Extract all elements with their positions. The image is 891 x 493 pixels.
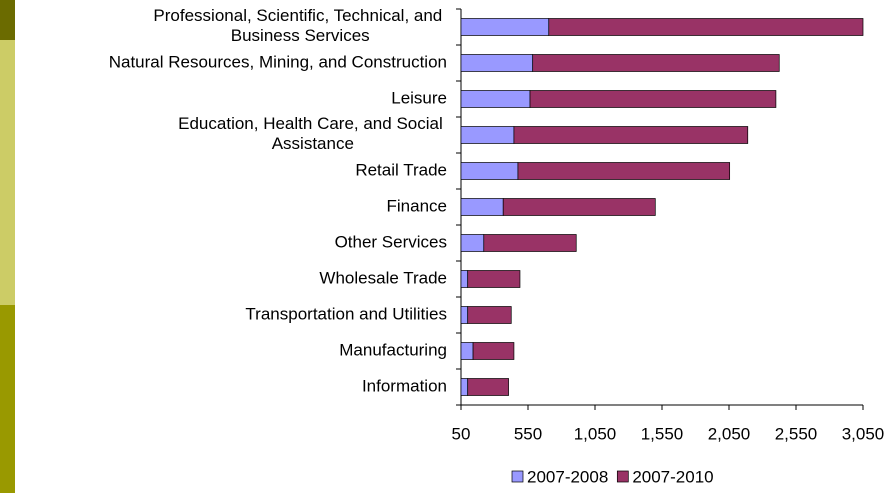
- bar-segment: [460, 162, 519, 180]
- y-tick-label: Natural Resources, Mining, and Construct…: [109, 52, 447, 71]
- bar-segment: [460, 342, 474, 360]
- legend-label: 2007-2008: [527, 467, 608, 486]
- bar-segment: [548, 18, 864, 36]
- bar-segment: [460, 90, 531, 108]
- x-tick-label: 550: [514, 424, 542, 443]
- x-tick-label: 1,550: [641, 424, 684, 443]
- y-tick-label: Transportation and Utilities: [245, 304, 447, 323]
- bar-segment: [460, 270, 469, 288]
- bar-segment: [467, 306, 512, 324]
- bar-segment: [532, 54, 780, 72]
- bar-segment: [460, 18, 550, 36]
- y-tick-label: Professional, Scientific, Technical, and…: [153, 6, 447, 45]
- bar-segment: [460, 198, 504, 216]
- bar-segment: [467, 378, 509, 396]
- bar-segment: [460, 126, 515, 144]
- bar-segment: [472, 342, 515, 360]
- x-tick-label: 2,050: [708, 424, 751, 443]
- x-tick-label: 50: [452, 424, 471, 443]
- label-line: Professional, Scientific, Technical, and: [153, 6, 447, 25]
- legend-label: 2007-2010: [632, 467, 713, 486]
- bar-segment: [460, 234, 485, 252]
- x-tick-label: 1,050: [574, 424, 617, 443]
- y-tick-label: Information: [362, 376, 447, 395]
- y-tick-label: Education, Health Care, and Social Assis…: [178, 114, 447, 153]
- bar-segment: [467, 270, 521, 288]
- label-line: Education, Health Care, and Social: [178, 114, 447, 133]
- y-tick-label: Other Services: [335, 232, 447, 251]
- legend-swatch: [616, 470, 629, 483]
- bar-segment: [529, 90, 777, 108]
- x-tick-label: 2,550: [775, 424, 818, 443]
- decor-bar: [0, 305, 15, 493]
- y-tick-label: Manufacturing: [339, 340, 447, 359]
- decor-bar: [0, 0, 15, 40]
- y-tick-label: Leisure: [391, 88, 447, 107]
- y-tick-label: Retail Trade: [355, 160, 447, 179]
- decor-bar: [0, 40, 15, 305]
- legend-swatch: [511, 470, 524, 483]
- bar-segment: [513, 126, 749, 144]
- bar-segment: [460, 54, 534, 72]
- bar-segment: [483, 234, 577, 252]
- bar-segment: [460, 378, 469, 396]
- bar-segment: [460, 306, 469, 324]
- label-line: Assistance: [272, 134, 354, 153]
- x-tick-label: 3,050: [842, 424, 885, 443]
- y-tick-label: Finance: [387, 196, 447, 215]
- bar-segment: [502, 198, 656, 216]
- bar-segment: [517, 162, 731, 180]
- y-tick-label: Wholesale Trade: [319, 268, 447, 287]
- label-line: Business Services: [231, 26, 370, 45]
